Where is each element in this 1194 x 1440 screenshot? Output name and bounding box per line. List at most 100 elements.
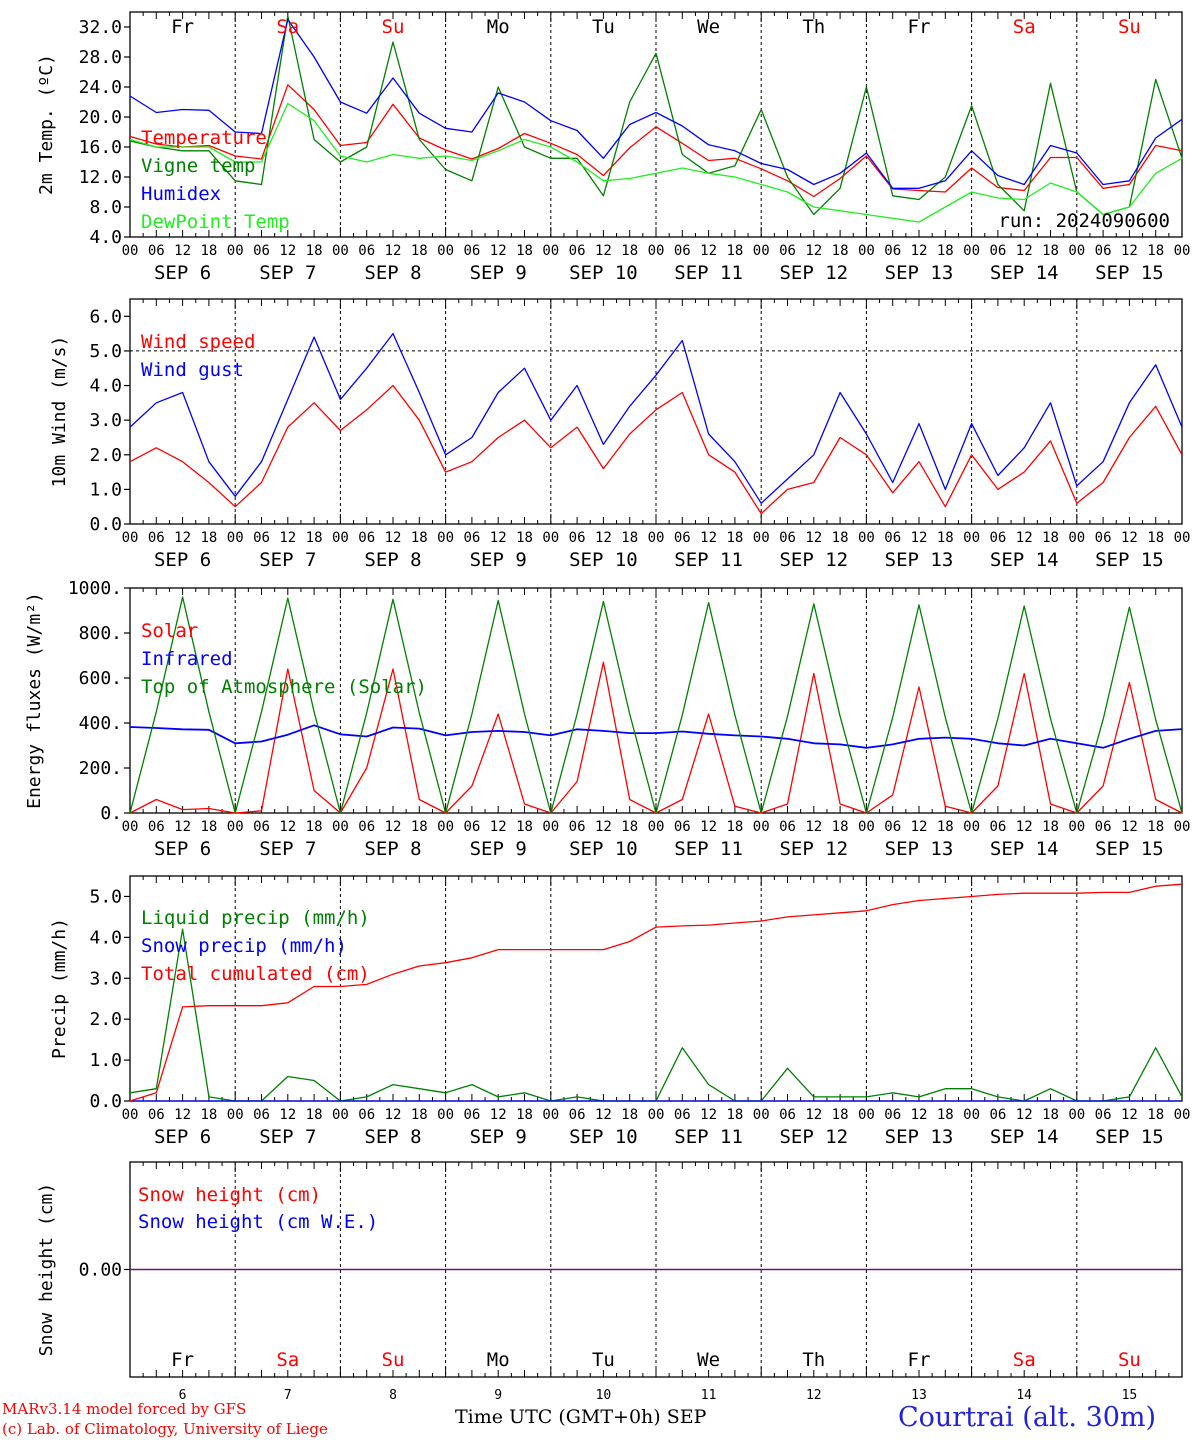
x-axis-title: Time UTC (GMT+0h) SEP: [455, 1406, 707, 1428]
hour-label: 06: [1095, 243, 1112, 259]
weekday-label: Su: [382, 16, 405, 38]
hour-label: 06: [148, 530, 165, 546]
date-label: SEP 8: [364, 838, 421, 860]
weekday-label: Su: [1118, 1349, 1141, 1371]
hour-label: 06: [463, 819, 480, 835]
date-label: SEP 6: [154, 549, 211, 571]
date-label: SEP 9: [470, 262, 527, 284]
day-number: 8: [389, 1388, 397, 1403]
date-label: SEP 13: [885, 549, 954, 571]
y-tick-label: 1.0: [89, 1050, 122, 1071]
hour-label: 12: [174, 1107, 191, 1123]
hour-label: 06: [779, 1107, 796, 1123]
legend-entry: Liquid precip (mm/h): [141, 907, 370, 929]
legend-entry: Temperature: [141, 127, 267, 149]
hour-label: 00: [227, 530, 244, 546]
day-number: 9: [494, 1388, 502, 1403]
hour-label: 12: [1016, 1107, 1033, 1123]
hour-label: 18: [937, 530, 954, 546]
hour-label: 12: [174, 243, 191, 259]
hour-label: 00: [227, 243, 244, 259]
series-line-infrared: [129, 724, 1183, 749]
y-tick-label: 8.0: [89, 197, 122, 218]
y-tick-label: 200.: [79, 758, 122, 779]
y-tick-label: 4.0: [89, 227, 122, 248]
hour-label: 12: [700, 530, 717, 546]
y-tick-label: 0.00: [79, 1260, 122, 1281]
hour-label: 12: [490, 530, 507, 546]
y-tick-label: 1000.: [68, 578, 122, 599]
hour-label: 18: [1147, 1107, 1164, 1123]
hour-label: 00: [332, 819, 349, 835]
hour-label: 00: [648, 1107, 665, 1123]
day-number: 15: [1122, 1388, 1138, 1403]
hour-label: 18: [832, 243, 849, 259]
hour-label: 18: [411, 243, 428, 259]
hour-label: 06: [358, 530, 375, 546]
date-label: SEP 15: [1095, 262, 1164, 284]
y-tick-label: 800.: [79, 623, 122, 644]
panel-frame: [129, 587, 1183, 814]
hour-label: 00: [963, 530, 980, 546]
day-number: 6: [179, 1388, 187, 1403]
hour-label: 06: [148, 819, 165, 835]
y-axis-label: 2m Temp. (ºC): [36, 54, 57, 195]
hour-label: 18: [200, 1107, 217, 1123]
hour-label: 06: [358, 819, 375, 835]
date-label: SEP 10: [569, 549, 638, 571]
hour-label: 18: [411, 819, 428, 835]
hour-label: 00: [648, 819, 665, 835]
hour-label: 06: [1095, 530, 1112, 546]
hour-label: 00: [753, 243, 770, 259]
hour-label: 06: [884, 243, 901, 259]
date-label: SEP 13: [885, 838, 954, 860]
series-line-dewpoint-temp: [129, 102, 1183, 223]
hour-label: 06: [253, 530, 270, 546]
hour-label: 06: [779, 819, 796, 835]
date-label: SEP 15: [1095, 1126, 1164, 1148]
hour-label: 06: [989, 243, 1006, 259]
y-tick-label: 3.0: [89, 410, 122, 431]
hour-label: 00: [1068, 1107, 1085, 1123]
date-label: SEP 14: [990, 1126, 1059, 1148]
hour-label: 18: [937, 243, 954, 259]
date-label: SEP 7: [259, 838, 316, 860]
model-credit: MARv3.14 model forced by GFS: [2, 1400, 247, 1418]
day-number: 7: [284, 1388, 292, 1403]
hour-label: 18: [516, 243, 533, 259]
legend-entry: Humidex: [141, 183, 221, 205]
hour-label: 06: [358, 243, 375, 259]
date-label: SEP 15: [1095, 838, 1164, 860]
hour-label: 06: [989, 530, 1006, 546]
hour-label: 00: [437, 1107, 454, 1123]
hour-label: 18: [937, 1107, 954, 1123]
hour-label: 12: [595, 530, 612, 546]
hour-label: 12: [279, 243, 296, 259]
hour-label: 00: [1174, 243, 1191, 259]
hour-label: 18: [1042, 819, 1059, 835]
day-number: 13: [911, 1388, 927, 1403]
y-tick-label: 4.0: [89, 376, 122, 397]
date-label: SEP 10: [569, 262, 638, 284]
hour-label: 18: [832, 1107, 849, 1123]
hour-label: 18: [832, 819, 849, 835]
hour-label: 18: [306, 243, 323, 259]
weekday-label: Th: [802, 1349, 825, 1371]
weekday-label: Mo: [487, 1349, 510, 1371]
panel-frame: [129, 11, 1183, 238]
weekday-label: Su: [382, 1349, 405, 1371]
hour-label: 00: [963, 819, 980, 835]
legend-entry: Wind gust: [141, 359, 244, 381]
hour-label: 18: [411, 530, 428, 546]
hour-label: 06: [884, 1107, 901, 1123]
hour-label: 18: [621, 530, 638, 546]
hour-label: 06: [674, 819, 691, 835]
y-tick-label: 0.0: [89, 1091, 122, 1112]
hour-label: 00: [648, 243, 665, 259]
hour-label: 12: [1016, 243, 1033, 259]
date-label: SEP 9: [470, 838, 527, 860]
hour-label: 18: [1147, 243, 1164, 259]
legend-entry: Solar: [141, 620, 198, 642]
hour-label: 18: [516, 530, 533, 546]
